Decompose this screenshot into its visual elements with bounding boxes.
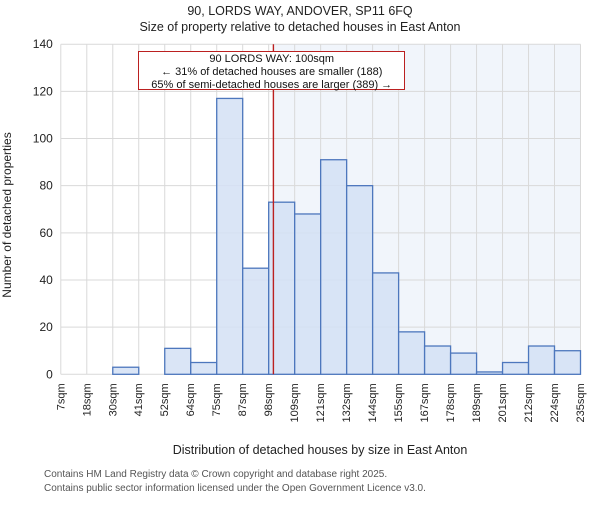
svg-text:212sqm: 212sqm [523, 383, 535, 422]
svg-text:41sqm: 41sqm [133, 383, 145, 416]
svg-text:98sqm: 98sqm [263, 383, 275, 416]
svg-text:7sqm: 7sqm [55, 383, 67, 410]
svg-text:30sqm: 30sqm [107, 383, 119, 416]
svg-text:155sqm: 155sqm [393, 383, 405, 422]
svg-text:167sqm: 167sqm [419, 383, 431, 422]
svg-text:60: 60 [39, 226, 53, 240]
svg-text:100: 100 [33, 132, 53, 146]
svg-text:20: 20 [39, 320, 53, 334]
svg-text:189sqm: 189sqm [471, 383, 483, 422]
svg-text:121sqm: 121sqm [315, 383, 327, 422]
svg-text:144sqm: 144sqm [367, 383, 379, 422]
svg-text:109sqm: 109sqm [289, 383, 301, 422]
svg-text:201sqm: 201sqm [497, 383, 509, 422]
svg-text:80: 80 [39, 179, 53, 193]
svg-text:132sqm: 132sqm [341, 383, 353, 422]
svg-text:75sqm: 75sqm [211, 383, 223, 416]
svg-text:235sqm: 235sqm [575, 383, 587, 422]
svg-text:0: 0 [46, 367, 53, 381]
svg-text:40: 40 [39, 273, 53, 287]
svg-text:140: 140 [33, 37, 53, 51]
svg-text:120: 120 [33, 84, 53, 98]
svg-text:18sqm: 18sqm [81, 383, 93, 416]
svg-text:52sqm: 52sqm [159, 383, 171, 416]
svg-text:178sqm: 178sqm [445, 383, 457, 422]
svg-text:224sqm: 224sqm [549, 383, 561, 422]
svg-text:87sqm: 87sqm [237, 383, 249, 416]
svg-text:64sqm: 64sqm [185, 383, 197, 416]
